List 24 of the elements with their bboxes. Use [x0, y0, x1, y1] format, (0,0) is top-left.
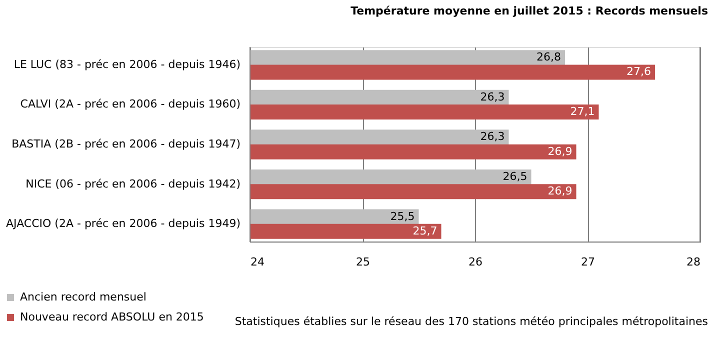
legend-label: Nouveau record ABSOLU en 2015 — [20, 310, 204, 324]
data-label: 26,3 — [480, 90, 505, 104]
data-label: 25,7 — [412, 224, 438, 238]
text: Statistiques établies sur le réseau des 170 stations météo principales métropolitaines — [234, 315, 708, 328]
data-label: 25,5 — [390, 210, 415, 223]
x-tick-label: 28 — [686, 256, 700, 268]
data-label: 27,6 — [626, 65, 651, 78]
data-label: 26,9 — [548, 184, 572, 198]
y-tick-label: NICE (06 - préc en 2006 - depuis 1942) — [26, 177, 240, 190]
y-tick-label: LE LUC (83 - préc en 2006 - depuis 1946) — [14, 58, 240, 71]
x-tick-label: 25 — [356, 256, 370, 268]
data-label: 26,8 — [536, 50, 561, 64]
chart-title: Température moyenne en juillet 2015 : Records mensuels — [350, 4, 708, 18]
x-tick-label: 24 — [250, 256, 264, 268]
data-label: 26,5 — [502, 170, 528, 183]
y-tick-label: AJACCIO (2A - préc en 2006 - depuis 1949) — [6, 217, 240, 230]
y-tick-label: BASTIA (2B - préc en 2006 - depuis 1947) — [12, 138, 240, 150]
x-tick-label: 27 — [581, 256, 595, 268]
legend-label: Ancien record mensuel — [20, 290, 146, 304]
y-tick-label: CALVI (2A - préc en 2006 - depuis 1960) — [20, 98, 240, 111]
data-label: 26,9 — [548, 144, 572, 158]
x-tick-label: 26 — [468, 256, 482, 268]
data-label: 26,3 — [480, 130, 505, 144]
data-label: 27,1 — [570, 105, 595, 118]
